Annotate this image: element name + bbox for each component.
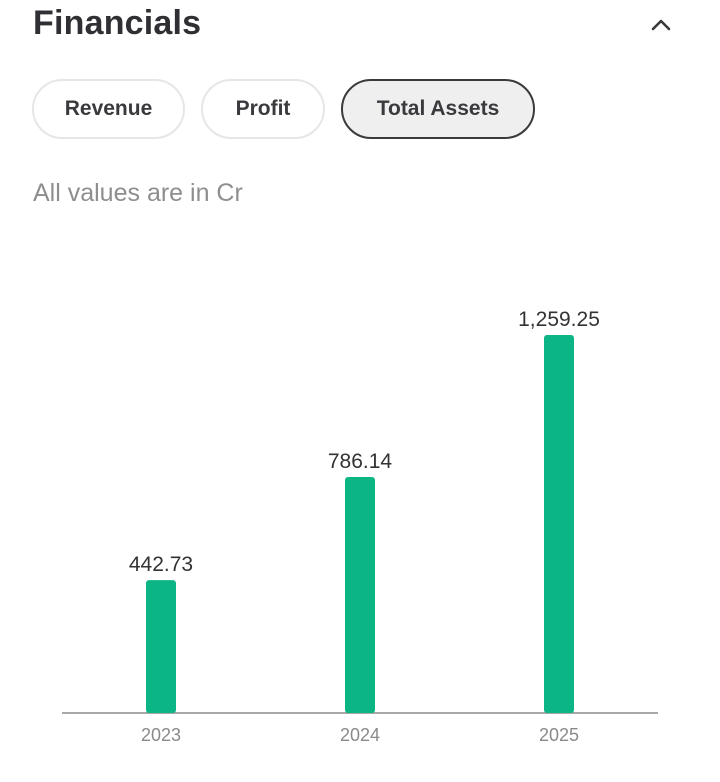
tab-profit[interactable]: Profit <box>201 79 325 139</box>
bar-value-label: 1,259.25 <box>518 308 600 331</box>
x-tick-label: 2025 <box>539 725 579 745</box>
bar-2023[interactable] <box>146 580 176 713</box>
bar-value-label: 786.14 <box>328 450 393 473</box>
x-tick-label: 2024 <box>340 725 380 745</box>
tab-total-assets[interactable]: Total Assets <box>341 79 535 139</box>
x-tick-label: 2023 <box>141 725 181 745</box>
section-title: Financials <box>33 4 202 42</box>
bar-2024[interactable] <box>345 477 375 713</box>
metric-tabs: Revenue Profit Total Assets <box>32 79 535 139</box>
tab-revenue[interactable]: Revenue <box>32 79 185 139</box>
bar-value-label: 442.73 <box>129 553 193 576</box>
bar-group: 442.73 2023 786.14 2024 1,259.25 2025 <box>129 308 600 745</box>
collapse-button[interactable] <box>646 10 676 40</box>
units-note: All values are in Cr <box>33 179 243 207</box>
chevron-up-icon <box>651 19 671 31</box>
bar-2025[interactable] <box>544 335 574 713</box>
